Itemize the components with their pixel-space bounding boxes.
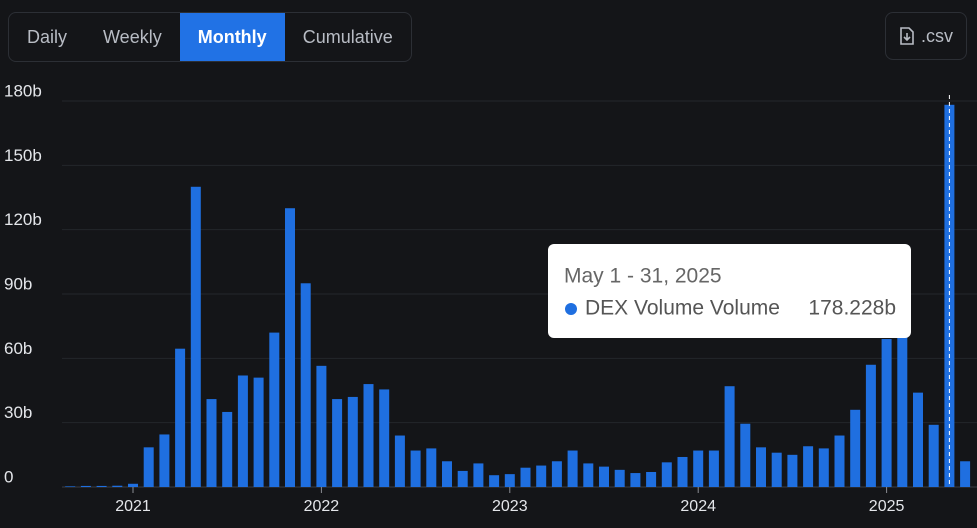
bar (175, 348, 186, 487)
bar (646, 471, 657, 487)
tooltip-series: DEX Volume Volume (585, 297, 780, 320)
y-tick-label: 120b (4, 210, 42, 229)
csv-label: .csv (920, 25, 953, 46)
bar (960, 461, 971, 487)
x-tick-label: 2022 (304, 498, 340, 515)
bar (551, 461, 562, 487)
tab[interactable]: Monthly (179, 13, 285, 61)
bar (520, 467, 531, 487)
bar (536, 465, 547, 487)
x-tick-label: 2025 (869, 498, 905, 515)
bar (80, 485, 91, 487)
bar (944, 104, 955, 487)
bar (897, 336, 908, 487)
bar (285, 208, 295, 487)
bar (834, 435, 845, 487)
bar (756, 447, 766, 487)
tab-group: Daily Weekly Monthly Cumulative (8, 12, 412, 62)
bar (818, 448, 829, 487)
tab[interactable]: Weekly (103, 27, 162, 47)
x-tick-label: 2021 (115, 498, 151, 515)
bar (724, 386, 735, 487)
tooltip-title: May 1 - 31, 2025 (564, 265, 722, 288)
bar (222, 411, 233, 487)
tab[interactable]: Daily (27, 27, 68, 47)
bar (740, 423, 751, 487)
bar (237, 375, 248, 487)
y-tick-label: 90b (4, 274, 32, 293)
bar (316, 365, 327, 487)
bar (206, 399, 217, 487)
download-icon (900, 27, 914, 45)
y-tick-label: 0 (4, 467, 13, 486)
bar (300, 283, 311, 487)
tab[interactable]: Cumulative (302, 27, 393, 47)
bar (426, 448, 437, 487)
bar (881, 339, 892, 487)
bar (850, 409, 861, 487)
bar (394, 435, 405, 487)
x-tick-label: 2023 (492, 498, 528, 515)
bar (143, 447, 154, 487)
bar (708, 450, 719, 487)
bar (442, 461, 452, 487)
bar (473, 463, 484, 487)
bar (787, 454, 798, 487)
bar (96, 485, 107, 487)
x-tick-label: 2024 (680, 498, 716, 515)
bar (630, 473, 641, 487)
bar (159, 434, 170, 487)
bar (253, 377, 264, 487)
bar (614, 469, 625, 487)
bar (410, 450, 421, 487)
bar (771, 452, 782, 487)
tooltip-value: 178.228b (808, 297, 896, 320)
bar (567, 450, 578, 487)
bar (599, 466, 609, 487)
bar (504, 474, 515, 487)
bar (865, 364, 876, 487)
bar (661, 462, 672, 487)
bar (65, 486, 76, 487)
bar (693, 450, 704, 487)
y-tick-label: 30b (4, 403, 32, 422)
bar (363, 384, 374, 487)
tooltip-dot (565, 303, 577, 315)
bar (269, 332, 280, 487)
csv-button[interactable]: .csv (885, 12, 967, 60)
tooltip-box (548, 244, 911, 338)
bar (677, 456, 688, 487)
tooltip: May 1 - 31, 2025 DEX Volume Volume 178.228… (548, 244, 911, 338)
bar (489, 475, 500, 487)
y-tick-label: 180b (4, 81, 42, 100)
bar (803, 446, 814, 487)
bar (112, 485, 123, 487)
bar (347, 396, 358, 487)
bar (457, 470, 468, 487)
y-tick-label: 150b (4, 146, 42, 165)
bar (128, 483, 138, 487)
bar (583, 463, 594, 487)
bar (190, 186, 201, 487)
bar (928, 424, 939, 487)
bar (379, 389, 390, 487)
y-tick-label: 60b (4, 339, 32, 358)
bar (913, 392, 923, 487)
bar (332, 399, 343, 487)
